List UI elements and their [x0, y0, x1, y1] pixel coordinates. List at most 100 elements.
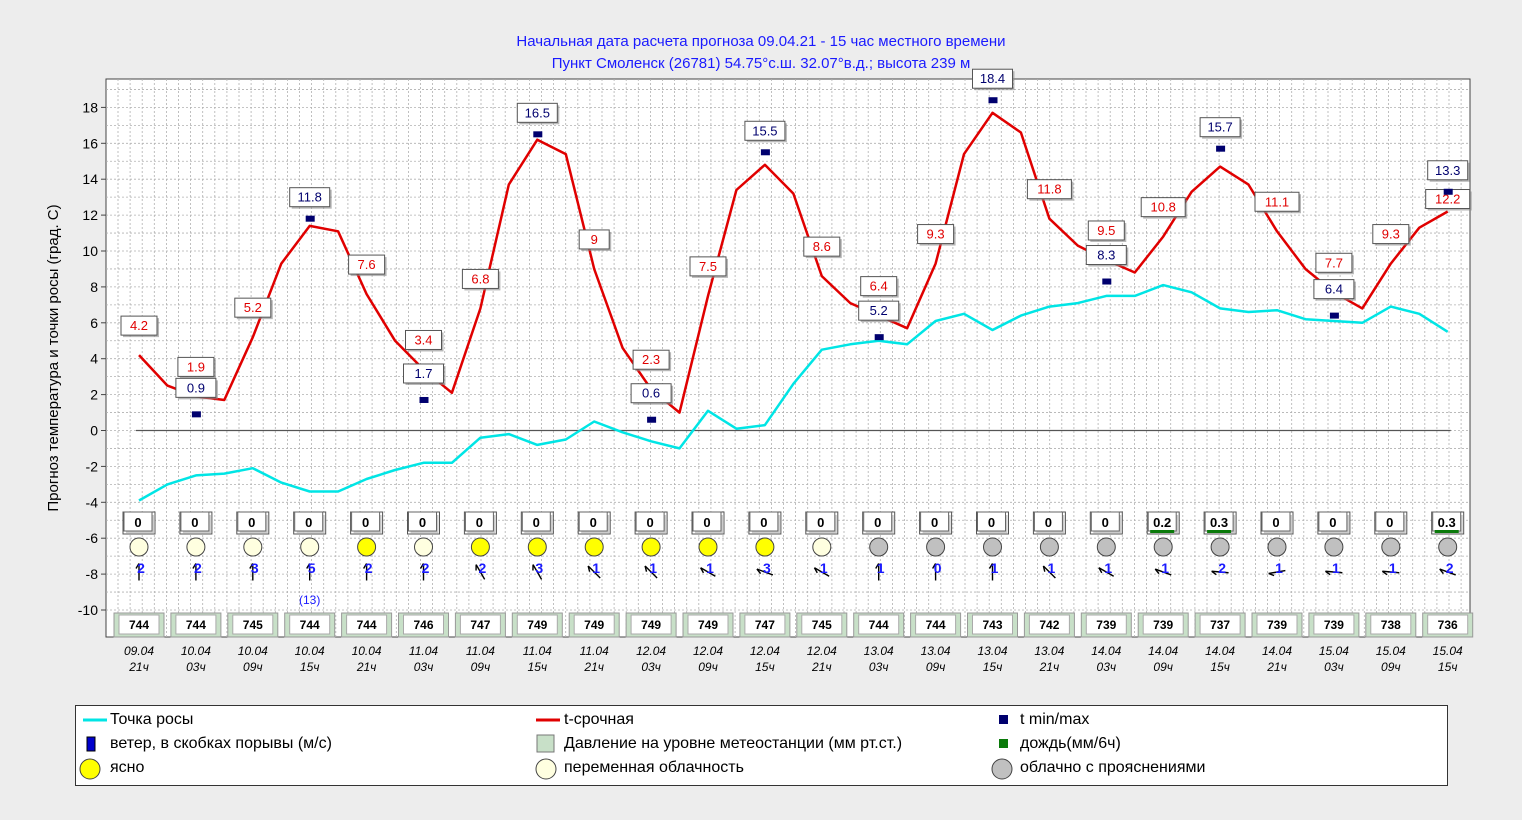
label-text: 9.3	[927, 227, 945, 242]
x-tick-label-date: 12.04	[750, 644, 780, 658]
minmax-marker	[647, 416, 657, 423]
cloud-icon-cloudy	[1153, 537, 1173, 557]
y-tick-label: 12	[82, 207, 98, 223]
precip-box-face	[180, 511, 210, 532]
pressure-box-face	[1427, 614, 1469, 635]
rain-bar	[1150, 530, 1175, 533]
cloud-icon-cloudy	[869, 537, 889, 557]
label-box	[858, 300, 900, 321]
wind-arrow	[1381, 570, 1400, 576]
minmax-data-label: 6.4	[1313, 279, 1356, 301]
x-tick-label-hour: 15ч	[755, 660, 775, 674]
wind-arrow	[931, 563, 937, 581]
label-box	[516, 102, 558, 123]
temperature-data-label: 7.5	[689, 256, 728, 278]
x-tick-label-hour: 21ч	[356, 660, 377, 674]
precip-box-face	[237, 511, 267, 532]
label-text: 18.4	[980, 71, 1005, 86]
x-tick-label-date: 10.04	[295, 644, 325, 658]
label-box	[1315, 252, 1353, 273]
cloud-icon-cloudy	[1267, 537, 1287, 557]
wind-speed-label: 1	[877, 560, 885, 576]
pressure-box-face	[915, 614, 957, 635]
minmax-marker	[760, 149, 770, 156]
wind-arrow-head	[249, 563, 254, 569]
pressure-box-face	[289, 614, 331, 635]
x-tick-label-date: 13.04	[977, 644, 1007, 658]
precip-box: 0	[1317, 511, 1351, 535]
precip-box: 0	[748, 511, 782, 535]
wind-arrow-shaft	[1439, 568, 1456, 576]
label-box	[860, 276, 898, 297]
precip-box-face	[863, 511, 893, 532]
y-tick-label: 18	[82, 99, 98, 115]
pressure-box: 746	[398, 612, 449, 638]
cloud-icon-cloudy	[1210, 537, 1230, 557]
precip-value: 0	[362, 515, 369, 530]
label-text: 6.8	[471, 271, 489, 286]
legend-clear-swatch	[79, 758, 101, 780]
y-tick-label: 0	[90, 423, 98, 439]
precip-box-face	[1318, 511, 1348, 532]
cloud-icon-cloudy	[1438, 537, 1458, 557]
pressure-box: 744	[910, 612, 962, 638]
label-box	[803, 236, 841, 257]
label-box	[630, 383, 672, 404]
wind-arrow-head	[931, 563, 937, 569]
precip-value: 0	[874, 515, 881, 530]
x-tick-label-hour: 03ч	[869, 660, 889, 674]
y-tick-label: -10	[78, 602, 98, 618]
cloud-icon-partly	[243, 537, 263, 557]
precip-box: 0	[976, 511, 1009, 535]
label-text: 3.4	[414, 332, 432, 347]
wind-speed-label: 1	[706, 560, 714, 576]
pressure-box-face	[175, 614, 217, 635]
label-text: 11.1	[1265, 194, 1289, 209]
wind-speed-label: 3	[535, 560, 543, 576]
precip-box: 0	[407, 511, 440, 535]
cloud-icon-clear	[698, 537, 718, 557]
minmax-data-label: 15.5	[744, 120, 787, 143]
pressure-box: 739	[1080, 612, 1132, 638]
pressure-box: 749	[682, 612, 734, 638]
precip-box-face	[408, 511, 437, 532]
precip-value: 0	[703, 515, 710, 530]
cloud-icon-clear	[755, 537, 775, 557]
precip-value: 0	[590, 515, 597, 530]
label-box	[348, 254, 386, 275]
wind-speed-label: 1	[649, 560, 657, 576]
precip-box: 0	[805, 511, 839, 535]
precip-value: 0	[1272, 515, 1279, 530]
cloud-icon-clear	[584, 537, 604, 557]
precip-box: 0	[463, 511, 497, 535]
label-text: 13.3	[1435, 163, 1460, 178]
pressure-box-face	[232, 614, 274, 635]
x-tick-label-date: 13.04	[921, 644, 951, 658]
y-tick-label: 14	[82, 171, 98, 187]
wind-arrow-head	[756, 568, 762, 575]
pressure-value: 743	[982, 618, 1002, 632]
pressure-box-face	[516, 614, 558, 635]
label-text: 0.9	[187, 380, 205, 395]
wind-arrow	[135, 563, 140, 581]
x-tick-label-date: 12.04	[636, 644, 666, 658]
legend-wind-swatch	[86, 736, 96, 752]
wind-arrow	[1154, 568, 1172, 576]
temperature-data-label: 3.4	[405, 329, 444, 352]
pressure-box-face	[1028, 614, 1070, 635]
wind-arrow-shaft	[644, 565, 658, 579]
label-box	[917, 224, 955, 245]
wind-arrow-head	[700, 567, 705, 574]
pressure-box-face	[858, 614, 900, 635]
x-tick-label-date: 11.04	[523, 644, 552, 658]
label-box	[1254, 191, 1300, 212]
pressure-box-face	[630, 614, 672, 635]
precip-box: 0	[634, 511, 668, 535]
wind-speed-label: 2	[365, 560, 373, 576]
minmax-data-label: 16.5	[516, 102, 560, 125]
label-box	[1140, 197, 1186, 218]
wind-arrow	[988, 563, 994, 581]
label-text: 5.2	[870, 303, 888, 318]
label-text: 9.3	[1382, 227, 1400, 242]
minmax-marker	[1216, 145, 1226, 152]
